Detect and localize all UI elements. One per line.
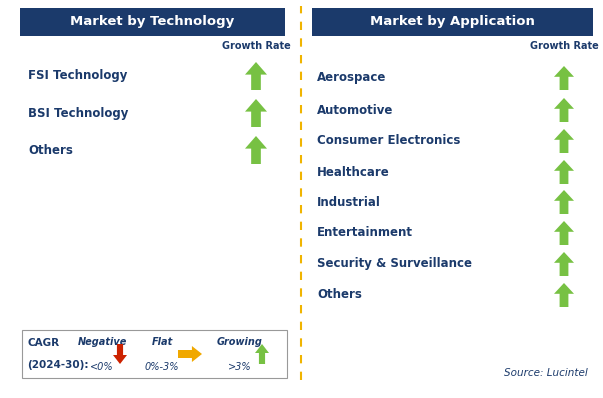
Polygon shape: [113, 344, 127, 364]
Text: (2024-30):: (2024-30):: [27, 359, 89, 370]
Text: Healthcare: Healthcare: [317, 166, 390, 178]
Polygon shape: [554, 129, 574, 153]
Polygon shape: [245, 99, 267, 127]
Text: Aerospace: Aerospace: [317, 72, 387, 84]
Polygon shape: [554, 66, 574, 90]
Text: Growth Rate: Growth Rate: [529, 41, 598, 51]
Text: Source: Lucintel: Source: Lucintel: [504, 368, 588, 378]
Text: Industrial: Industrial: [317, 195, 381, 209]
Text: CAGR: CAGR: [27, 338, 59, 348]
Polygon shape: [245, 62, 267, 90]
Text: FSI Technology: FSI Technology: [28, 70, 127, 82]
Text: Automotive: Automotive: [317, 103, 393, 117]
Polygon shape: [554, 221, 574, 245]
Text: BSI Technology: BSI Technology: [28, 107, 128, 119]
Polygon shape: [554, 98, 574, 122]
Text: Entertainment: Entertainment: [317, 226, 413, 240]
Text: Growing: Growing: [217, 337, 263, 347]
Polygon shape: [245, 136, 267, 164]
Polygon shape: [554, 160, 574, 184]
Text: Consumer Electronics: Consumer Electronics: [317, 135, 460, 148]
Polygon shape: [554, 283, 574, 307]
Text: Market by Technology: Market by Technology: [71, 16, 235, 29]
Text: Negative: Negative: [77, 337, 127, 347]
FancyBboxPatch shape: [22, 330, 287, 378]
Text: <0%: <0%: [90, 363, 114, 373]
Text: Security & Surveillance: Security & Surveillance: [317, 258, 472, 271]
Polygon shape: [255, 344, 269, 364]
Text: >3%: >3%: [228, 363, 252, 373]
Text: 0%-3%: 0%-3%: [145, 363, 179, 373]
Text: Market by Application: Market by Application: [370, 16, 535, 29]
Text: Others: Others: [317, 289, 362, 302]
Polygon shape: [554, 190, 574, 214]
Polygon shape: [178, 346, 202, 362]
Text: Others: Others: [28, 144, 73, 156]
FancyBboxPatch shape: [312, 8, 593, 36]
Text: Flat: Flat: [151, 337, 172, 347]
Text: Growth Rate: Growth Rate: [222, 41, 291, 51]
Polygon shape: [554, 252, 574, 276]
FancyBboxPatch shape: [20, 8, 285, 36]
